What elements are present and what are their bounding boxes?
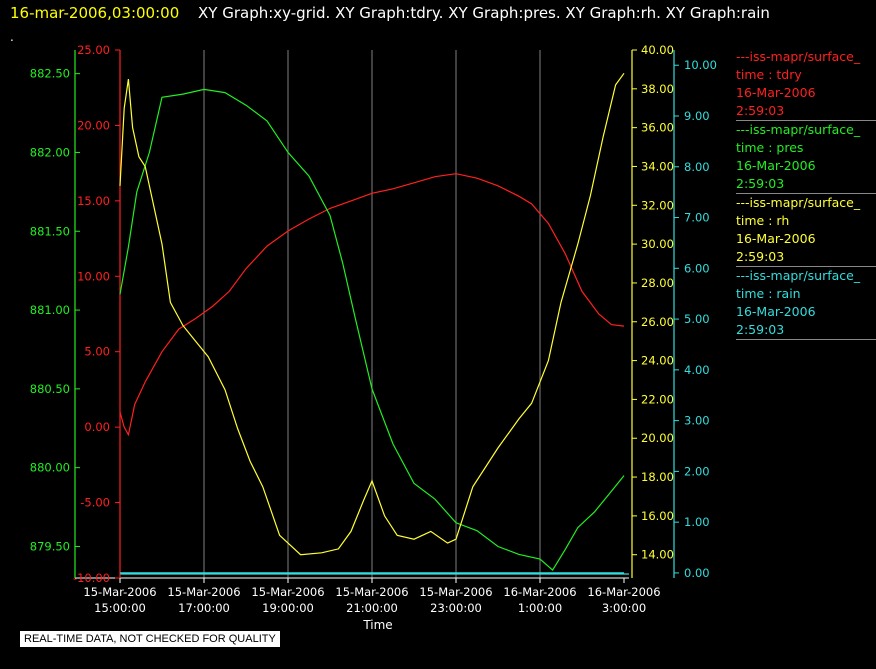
- legend-name: ---iss-mapr/surface_: [736, 195, 861, 210]
- rh-tick-label: 34.00: [641, 159, 674, 173]
- rain-tick-label: 8.00: [684, 160, 710, 174]
- x-tick-label-date: 15-Mar-2006: [251, 585, 324, 599]
- legend-entry-rh[interactable]: ---iss-mapr/surface_ time : rh 16-Mar-20…: [736, 194, 876, 267]
- legend-time: 2:59:03: [736, 322, 785, 337]
- rain-tick-label: 3.00: [684, 414, 710, 428]
- x-axis-label: Time: [362, 618, 392, 632]
- rh-tick-label: 20.00: [641, 431, 674, 445]
- tdry-tick-label: -5.00: [80, 496, 110, 510]
- legend-time: 2:59:03: [736, 249, 785, 264]
- pres-tick-label: 879.50: [30, 539, 70, 553]
- rh-tick-label: 40.00: [641, 43, 674, 57]
- tdry-tick-label: 25.00: [77, 43, 110, 57]
- legend-date: 16-Mar-2006: [736, 304, 816, 319]
- legend-var: time : pres: [736, 140, 804, 155]
- rh-tick-label: 22.00: [641, 392, 674, 406]
- legend: ---iss-mapr/surface_ time : tdry 16-Mar-…: [736, 48, 876, 340]
- legend-date: 16-Mar-2006: [736, 158, 816, 173]
- x-tick-label-date: 15-Mar-2006: [419, 585, 492, 599]
- header-dot: .: [10, 30, 14, 44]
- legend-entry-rain[interactable]: ---iss-mapr/surface_ time : rain 16-Mar-…: [736, 267, 876, 340]
- x-tick-label-time: 15:00:00: [94, 601, 146, 615]
- x-tick-label-date: 15-Mar-2006: [335, 585, 408, 599]
- legend-name: ---iss-mapr/surface_: [736, 49, 861, 64]
- rain-tick-label: 0.00: [684, 566, 710, 580]
- x-tick-label-date: 16-Mar-2006: [503, 585, 576, 599]
- rain-tick-label: 6.00: [684, 261, 710, 275]
- tdry-tick-label: 10.00: [77, 269, 110, 283]
- x-tick-label-time: 21:00:00: [346, 601, 398, 615]
- rh-tick-label: 32.00: [641, 198, 674, 212]
- rh-tick-label: 18.00: [641, 470, 674, 484]
- rh-tick-label: 24.00: [641, 354, 674, 368]
- legend-time: 2:59:03: [736, 103, 785, 118]
- series-rh-line: [119, 72, 625, 556]
- rain-tick-label: 10.00: [684, 58, 717, 72]
- rh-tick-label: 14.00: [641, 548, 674, 562]
- legend-name: ---iss-mapr/surface_: [736, 268, 861, 283]
- rh-tick-label: 36.00: [641, 121, 674, 135]
- header: 16-mar-2006,03:00:00 XY Graph:xy-grid. X…: [0, 0, 876, 30]
- rh-tick-label: 28.00: [641, 276, 674, 290]
- header-time: 16-mar-2006,03:00:00: [10, 4, 180, 22]
- x-tick-label-date: 15-Mar-2006: [167, 585, 240, 599]
- tdry-tick-label: 15.00: [77, 194, 110, 208]
- tdry-tick-label: 20.00: [77, 118, 110, 132]
- legend-time: 2:59:03: [736, 176, 785, 191]
- legend-var: time : rh: [736, 213, 790, 228]
- legend-var: time : rain: [736, 286, 801, 301]
- legend-entry-tdry[interactable]: ---iss-mapr/surface_ time : tdry 16-Mar-…: [736, 48, 876, 121]
- pres-tick-label: 882.50: [30, 67, 70, 81]
- legend-date: 16-Mar-2006: [736, 85, 816, 100]
- x-tick-label-time: 3:00:00: [602, 601, 646, 615]
- header-graph-list: XY Graph:xy-grid. XY Graph:tdry. XY Grap…: [198, 4, 770, 22]
- rain-tick-label: 7.00: [684, 211, 710, 225]
- tdry-tick-label: 5.00: [84, 345, 110, 359]
- rain-tick-label: 4.00: [684, 363, 710, 377]
- x-tick-label-time: 19:00:00: [262, 601, 314, 615]
- x-tick-label-time: 17:00:00: [178, 601, 230, 615]
- rain-tick-label: 1.00: [684, 515, 710, 529]
- pres-tick-label: 882.00: [30, 145, 70, 159]
- legend-name: ---iss-mapr/surface_: [736, 122, 861, 137]
- tdry-tick-label: -10.00: [73, 571, 110, 585]
- rain-tick-label: 5.00: [684, 312, 710, 326]
- tdry-tick-label: 0.00: [84, 420, 110, 434]
- pres-tick-label: 881.50: [30, 224, 70, 238]
- rain-tick-label: 2.00: [684, 464, 710, 478]
- legend-entry-pres[interactable]: ---iss-mapr/surface_ time : pres 16-Mar-…: [736, 121, 876, 194]
- rh-tick-label: 30.00: [641, 237, 674, 251]
- x-tick-label-time: 1:00:00: [518, 601, 562, 615]
- legend-date: 16-Mar-2006: [736, 231, 816, 246]
- pres-tick-label: 881.00: [30, 303, 70, 317]
- x-tick-label-date: 16-Mar-2006: [587, 585, 660, 599]
- pres-tick-label: 880.00: [30, 461, 70, 475]
- rh-tick-label: 38.00: [641, 82, 674, 96]
- x-tick-label-time: 23:00:00: [430, 601, 482, 615]
- rh-tick-label: 16.00: [641, 509, 674, 523]
- x-tick-label-date: 15-Mar-2006: [83, 585, 156, 599]
- rh-tick-label: 26.00: [641, 315, 674, 329]
- pres-tick-label: 880.50: [30, 382, 70, 396]
- legend-var: time : tdry: [736, 67, 802, 82]
- series-pres-line: [119, 88, 625, 572]
- quality-disclaimer: REAL-TIME DATA, NOT CHECKED FOR QUALITY: [20, 631, 280, 647]
- rain-tick-label: 9.00: [684, 109, 710, 123]
- series-tdry-line: [119, 173, 625, 437]
